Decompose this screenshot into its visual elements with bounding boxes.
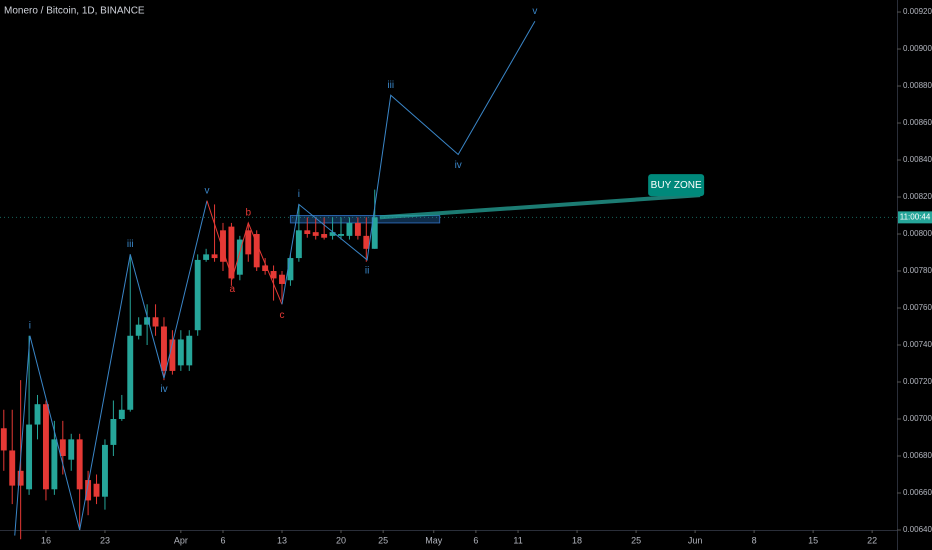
candle-body — [211, 254, 218, 259]
candle-body — [127, 335, 134, 410]
candle-body — [135, 324, 142, 336]
x-tick-label: 25 — [378, 535, 388, 545]
candle-body — [287, 258, 294, 281]
wave-label: v — [204, 185, 209, 196]
candle-body — [51, 439, 58, 490]
candle-body — [26, 424, 33, 490]
candle-body — [304, 230, 311, 235]
candle-body — [253, 234, 260, 268]
x-tick-label: 6 — [473, 535, 478, 545]
candle-body — [186, 335, 193, 366]
candle-body — [363, 235, 370, 249]
candle-body — [177, 339, 184, 366]
chart-title: Monero / Bitcoin, 1D, BINANCE — [4, 6, 145, 17]
last-price-box — [898, 211, 932, 224]
candle-body — [110, 419, 117, 445]
x-tick-label: 6 — [220, 535, 225, 545]
wave-line — [206, 200, 283, 305]
candle-body — [329, 232, 336, 236]
buy-zone-arrow — [379, 193, 701, 220]
candle-body — [85, 480, 92, 501]
candle-body — [228, 226, 235, 279]
x-tick-label: 8 — [752, 535, 757, 545]
wave-label: b — [245, 208, 251, 219]
candle-body — [169, 339, 176, 371]
candle-body — [144, 317, 151, 325]
x-tick-label: 16 — [41, 535, 51, 545]
wave-label: i — [29, 320, 31, 331]
candle-body — [152, 317, 159, 327]
x-tick-label: May — [425, 535, 443, 545]
candle-body — [346, 222, 353, 236]
wave-label: c — [279, 310, 284, 321]
candle-body — [203, 254, 210, 260]
candle-body — [76, 439, 83, 490]
wave-line — [14, 200, 208, 536]
candle-body — [0, 428, 7, 451]
wave-label: iv — [455, 160, 462, 171]
candle-body — [321, 234, 328, 238]
x-tick-label: 18 — [572, 535, 582, 545]
buy-zone-label: BUY ZONE — [651, 180, 702, 191]
wave-label: a — [229, 284, 235, 295]
candle-body — [118, 409, 125, 420]
candle-body — [338, 234, 344, 236]
candle-body — [236, 239, 243, 275]
x-tick-label: 23 — [100, 535, 110, 545]
x-tick-label: 11 — [513, 535, 522, 545]
buy-zone-label-box — [648, 174, 705, 197]
candle-body — [42, 404, 49, 490]
candle-body — [93, 483, 100, 497]
candle-body — [295, 230, 302, 259]
price-label: 11:00:44 — [900, 212, 931, 221]
wave-label: ii — [365, 266, 369, 277]
candle-body — [68, 439, 75, 460]
candle-body — [354, 222, 361, 236]
wave-label: iii — [387, 80, 394, 91]
y-tick-label: 0.009200 — [903, 7, 932, 16]
candle-body — [34, 404, 41, 425]
wave-label: iv — [160, 384, 167, 395]
candle-body — [270, 271, 277, 279]
wave-label: iii — [127, 239, 134, 250]
candle-body — [9, 450, 16, 486]
x-tick-label: 25 — [631, 535, 641, 545]
candle-body — [59, 439, 66, 457]
wave-label: i — [298, 189, 300, 200]
candle-body — [312, 232, 319, 236]
candle-body — [161, 326, 167, 371]
x-tick-label: 22 — [867, 535, 877, 545]
x-tick-label: 15 — [808, 535, 818, 545]
wave-label: v — [532, 6, 537, 17]
candle-body — [245, 230, 252, 255]
candle-body — [371, 217, 378, 249]
x-tick-label: Jun — [688, 535, 703, 545]
x-tick-label: Apr — [174, 535, 188, 545]
wave-line — [281, 21, 536, 305]
candle-body — [102, 444, 108, 497]
candle-body — [17, 470, 24, 486]
x-tick-label: 20 — [336, 535, 346, 545]
x-tick-label: 13 — [277, 535, 287, 545]
candle-body — [262, 265, 269, 272]
buy-zone-range — [289, 215, 441, 224]
candle-body — [220, 230, 226, 262]
candle-body — [194, 259, 201, 331]
candle-body — [279, 274, 285, 284]
